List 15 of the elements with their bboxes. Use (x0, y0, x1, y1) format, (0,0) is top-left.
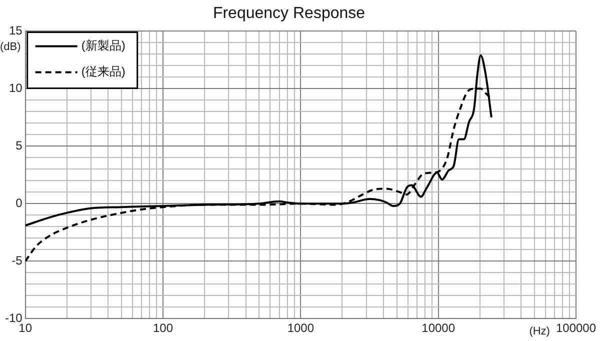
y-tick-label: -5 (12, 253, 23, 268)
x-axis-title: (Hz) (529, 326, 550, 338)
y-tick-label: 10 (8, 80, 23, 95)
legend-label: (従来品) (81, 64, 126, 79)
chart-title: Frequency Response (212, 5, 366, 22)
x-tick-label: 10000 (422, 321, 456, 336)
y-tick-label: 15 (8, 24, 23, 38)
legend-label: (新製品) (81, 38, 126, 53)
y-tick-label: 0 (16, 196, 23, 210)
y-tick-label: 5 (16, 138, 23, 152)
x-tick-label: 1000 (287, 321, 314, 336)
x-tick-label: 100000 (556, 321, 596, 336)
y-axis-title: (dB) (0, 41, 21, 54)
y-tick-label: -10 (5, 310, 23, 325)
x-tick-label: 100 (152, 321, 174, 336)
